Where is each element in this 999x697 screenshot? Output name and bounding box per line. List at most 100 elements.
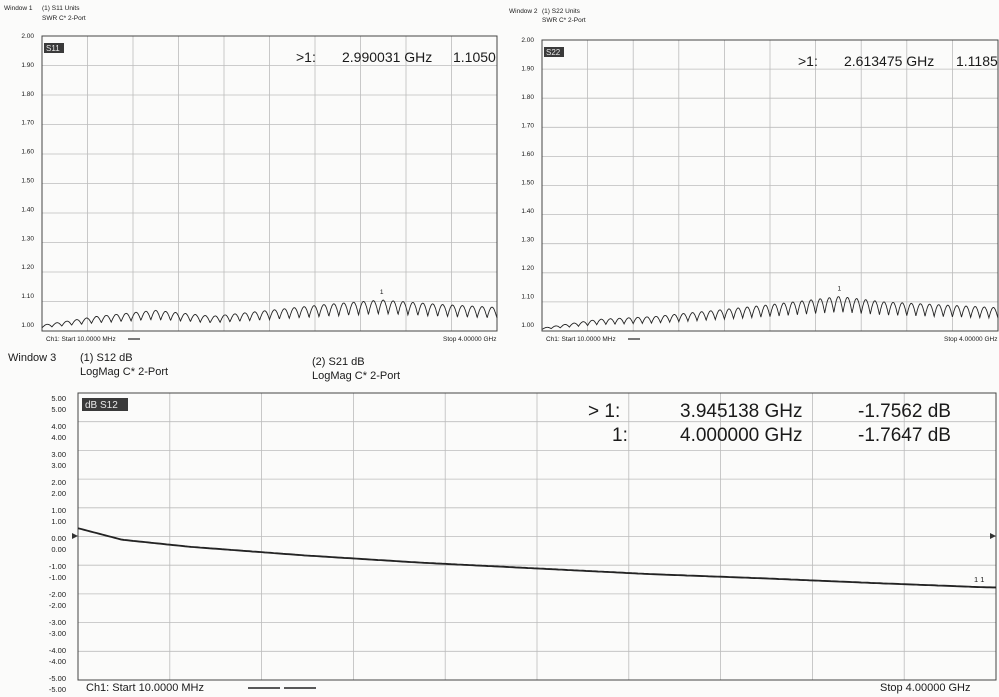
window-3-trace1-line: (1) S12 dB [80, 352, 133, 364]
window-3-start-label: Ch1: Start 10.0000 MHz [86, 682, 204, 694]
window-3-left-reference-arrow [72, 533, 78, 539]
y-tick-label-secondary: -3.00 [49, 629, 66, 638]
y-tick-label: 1.80 [21, 91, 34, 98]
y-tick-label-secondary: -4.00 [49, 657, 66, 666]
y-tick-label: 1.50 [521, 180, 534, 187]
y-tick-label: -2.00 [49, 590, 66, 599]
window-3-marker2-prefix: 1: [612, 425, 628, 446]
window-2-marker-value: 1.1185 [956, 53, 998, 69]
window-3-right-reference-arrow [990, 533, 996, 539]
window-2-format-line: SWR C* 2-Port [542, 17, 586, 24]
window-3-end-marker-labels: 1 1 [974, 575, 984, 584]
y-tick-label: 0.00 [51, 534, 66, 543]
y-tick-label: 1.00 [21, 322, 34, 329]
y-tick-label-secondary: -2.00 [49, 601, 66, 610]
window-3-marker1-freq: 3.945138 GHz [680, 401, 803, 422]
window-3: Window 3 (1) S12 dB LogMag C* 2-Port (2)… [8, 352, 997, 694]
window-2-stop-label: Stop 4.00000 GHz [944, 336, 997, 343]
window-1-y-ticks: 2.00 1.90 1.80 1.70 1.60 1.50 1.40 1.30 1.20 1.10… [21, 33, 34, 329]
y-tick-label: 3.00 [51, 450, 66, 459]
window-3-marker2-value: -1.7647 dB [858, 425, 951, 446]
window-3-s21-trace [77, 528, 996, 589]
y-tick-label: 1.50 [21, 178, 34, 185]
window-2-badge-label: S22 [546, 48, 561, 57]
window-2-grid [542, 40, 998, 331]
y-tick-label: -3.00 [49, 618, 66, 627]
window-1-marker-label: 1 [380, 289, 384, 296]
window-2-trace-line: (1) S22 Units [542, 8, 581, 15]
window-2-marker-label: 1 [838, 286, 842, 293]
window-1-marker-freq: 2.990031 GHz [342, 49, 432, 65]
window-3-stop-label: Stop 4.00000 GHz [880, 682, 971, 694]
y-tick-label: 1.10 [521, 294, 534, 301]
y-tick-label: 1.70 [521, 123, 534, 130]
window-3-y-ticks: 5.00 5.00 4.00 4.00 3.00 3.00 2.00 2.00 1.00 1.00… [49, 394, 66, 694]
window-2-trace-badge [544, 47, 564, 57]
window-1-stop-label: Stop 4.00000 GHz [443, 336, 496, 343]
y-tick-label: 1.80 [521, 94, 534, 101]
y-tick-label-secondary: -5.00 [49, 685, 66, 694]
window-1-start-label: Ch1: Start 10.0000 MHz [46, 336, 116, 343]
y-tick-label: 1.10 [21, 293, 34, 300]
window-1-plot-frame [41, 35, 498, 332]
y-tick-label: -1.00 [49, 562, 66, 571]
window-3-marker1-value: -1.7562 dB [858, 401, 951, 422]
window-3-trace1-format: LogMag C* 2-Port [80, 366, 168, 378]
window-2-plot-frame [541, 39, 999, 332]
window-3-trace2-format: LogMag C* 2-Port [312, 370, 400, 382]
window-1-trace-badge [44, 43, 64, 53]
y-tick-label: 1.00 [521, 322, 534, 329]
window-2-s22-trace [541, 296, 999, 330]
window-3-trace-badge [82, 398, 128, 411]
y-tick-label-secondary: 5.00 [51, 405, 66, 414]
window-3-s12-trace [77, 527, 996, 588]
window-1-trace-line: (1) S11 Units [42, 5, 80, 12]
window-2-start-label: Ch1: Start 10.0000 MHz [546, 336, 616, 343]
y-tick-label-secondary: -1.00 [49, 573, 66, 582]
window-3-grid [78, 393, 996, 680]
y-tick-label-secondary: 3.00 [51, 461, 66, 470]
window-1-badge-label: S11 [46, 44, 60, 53]
window-1-s11-trace [41, 299, 498, 329]
y-tick-label: 4.00 [51, 422, 66, 431]
window-2-label: Window 2 [509, 8, 538, 15]
y-tick-label: 1.70 [21, 120, 34, 127]
y-tick-label: 1.20 [521, 265, 534, 272]
window-1-label: Window 1 [4, 5, 33, 12]
window-1: Window 1 (1) S11 Units SWR C* 2-Port 2.0… [4, 5, 498, 343]
window-2-y-ticks: 2.00 1.90 1.80 1.70 1.60 1.50 1.40 1.30 1.20 1.10… [521, 37, 534, 329]
y-tick-label: 1.30 [521, 237, 534, 244]
window-1-marker-prefix: >1: [296, 49, 316, 65]
window-3-plot-frame [77, 392, 997, 681]
window-2-marker-prefix: >1: [798, 53, 818, 69]
y-tick-label: 1.40 [521, 208, 534, 215]
y-tick-label: 1.20 [21, 264, 34, 271]
y-tick-label: 1.40 [21, 206, 34, 213]
y-tick-label: 1.00 [51, 506, 66, 515]
window-3-marker1-prefix: > 1: [588, 401, 620, 422]
window-3-badge-label: dB S12 [85, 400, 118, 411]
y-tick-label: 1.60 [521, 151, 534, 158]
y-tick-label-secondary: 1.00 [51, 517, 66, 526]
y-tick-label: 2.00 [521, 37, 534, 44]
window-3-marker2-freq: 4.000000 GHz [680, 425, 803, 446]
y-tick-label: 5.00 [51, 394, 66, 403]
window-1-marker-value: 1.1050 [453, 49, 496, 65]
window-2: Window 2 (1) S22 Units SWR C* 2-Port 2.0… [509, 8, 999, 343]
window-3-trace2-line: (2) S21 dB [312, 356, 365, 368]
y-tick-label: 1.30 [21, 235, 34, 242]
y-tick-label: 1.90 [521, 66, 534, 73]
window-1-format-line: SWR C* 2-Port [42, 15, 86, 22]
window-2-marker-freq: 2.613475 GHz [844, 53, 934, 69]
y-tick-label-secondary: 4.00 [51, 433, 66, 442]
window-1-grid [42, 36, 497, 331]
y-tick-label: 2.00 [21, 33, 34, 40]
y-tick-label: -4.00 [49, 646, 66, 655]
y-tick-label: -5.00 [49, 674, 66, 683]
y-tick-label: 1.60 [21, 149, 34, 156]
y-tick-label-secondary: 2.00 [51, 489, 66, 498]
y-tick-label: 1.90 [21, 62, 34, 69]
window-3-label: Window 3 [8, 352, 56, 364]
y-tick-label: 2.00 [51, 478, 66, 487]
